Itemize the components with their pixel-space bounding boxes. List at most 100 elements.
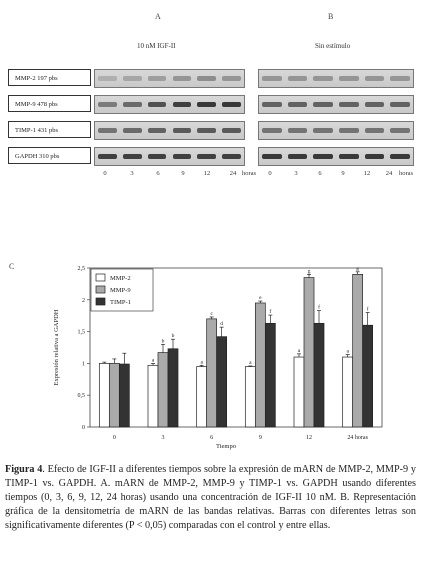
bar-chart: 0 0,5 1 1,5 2 2,5 Expresión relativa a GAPDH 0 a…: [53, 266, 383, 450]
lane-b-24: 24: [385, 170, 393, 177]
bar-mmp-2: [342, 356, 354, 428]
legend-label-mmp-2: MMP-2: [110, 275, 131, 282]
a-band-2-1: [122, 128, 142, 133]
caption-lead: Figura 4: [5, 464, 43, 475]
a-band-3-2: [147, 154, 167, 159]
y-tick-label: 1,5: [78, 330, 86, 336]
b-band-2-1: [287, 128, 308, 133]
b-band-2-0: [262, 128, 282, 133]
b-band-0-3: [339, 76, 359, 81]
x-axis-label: Tiempo: [216, 443, 236, 450]
a-band-1-1: [122, 102, 142, 107]
b-band-0-4: [364, 76, 385, 81]
a-band-2-5: [222, 128, 241, 133]
b-band-3-5: [390, 154, 410, 159]
b-band-1-2: [313, 102, 333, 107]
significance-letter: f: [367, 306, 369, 313]
b-band-2-4: [364, 128, 385, 133]
lane-a-9: 9: [181, 170, 185, 177]
a-band-0-5: [222, 76, 241, 81]
b-blot-row-2: [258, 121, 414, 140]
lane-a-unit: horas: [241, 170, 257, 177]
bar-mmp-2: [244, 366, 256, 428]
y-tick-label: 0,5: [78, 393, 86, 399]
bar-timp-1: [264, 322, 276, 428]
x-tick-label: 3: [162, 435, 165, 441]
bar-mmp-2: [98, 363, 110, 428]
legend-swatch-timp-1: [95, 297, 106, 306]
x-tick-label: 9: [259, 435, 262, 441]
a-band-2-4: [197, 128, 217, 133]
lane-a-12: 12: [203, 170, 211, 177]
bar-timp-1: [118, 363, 130, 428]
b-blot-row-0: [258, 69, 414, 88]
a-band-0-1: [122, 76, 142, 81]
gel-label-timp1: TIMP-1 431 pbs: [8, 121, 91, 138]
a-blot-row-0: [94, 69, 245, 88]
a-band-3-3: [172, 154, 192, 159]
a-band-2-2: [147, 128, 167, 133]
panel-letter-c: C: [9, 262, 15, 271]
gel-label-gapdh: GAPDH 310 pbs: [8, 147, 91, 164]
a-band-1-3: [172, 102, 192, 107]
bar-mmp-9: [206, 318, 218, 428]
significance-letter: d: [220, 321, 223, 327]
b-band-1-4: [364, 102, 385, 107]
figure-caption: Figura 4. Efecto de IGF-II a diferentes …: [5, 463, 416, 533]
significance-letter: g: [308, 268, 311, 274]
legend-label-timp-1: TIMP-1: [110, 299, 131, 306]
caption-body: . Efecto de IGF-II a diferentes tiempos …: [5, 464, 416, 531]
lane-b-3: 3: [294, 170, 298, 177]
y-axis-label: Expresión relativa a GAPDH: [53, 309, 60, 385]
a-band-1-0: [98, 102, 117, 107]
plot-frame: [89, 267, 383, 428]
b-blot-row-3: [258, 147, 414, 166]
a-band-0-2: [147, 76, 167, 81]
bar-mmp-2: [196, 366, 208, 428]
bar-mmp-9: [352, 274, 364, 428]
a-blot-row-3: [94, 147, 245, 166]
legend-swatch-mmp-9: [95, 285, 106, 294]
b-band-3-1: [287, 154, 308, 159]
bar-mmp-9: [157, 352, 169, 428]
b-blot-row-1: [258, 95, 414, 114]
lane-b-unit: horas: [398, 170, 414, 177]
a-band-1-2: [147, 102, 167, 107]
a-blot-row-1: [94, 95, 245, 114]
x-tick-label: 24 horas: [347, 435, 368, 441]
gel-label-mmp2: MMP-2 197 pbs: [8, 69, 91, 86]
a-band-2-3: [172, 128, 192, 133]
significance-letter: b: [162, 338, 165, 344]
lane-b-0: 0: [268, 170, 272, 177]
b-band-3-3: [339, 154, 359, 159]
legend-swatch-mmp-2: [95, 273, 106, 282]
a-blot-row-2: [94, 121, 245, 140]
b-band-0-2: [313, 76, 333, 81]
gel-label-mmp9: MMP-9 478 pbs: [8, 95, 91, 112]
a-band-0-0: [98, 76, 117, 81]
significance-letter: c: [210, 311, 213, 317]
condition-b-label: Sin estímulo: [315, 42, 351, 50]
b-band-2-5: [390, 128, 410, 133]
b-band-1-1: [287, 102, 308, 107]
y-tick-label: 2: [82, 298, 85, 304]
a-band-1-5: [222, 102, 241, 107]
y-tick-label: 2,5: [78, 266, 86, 272]
a-band-2-0: [98, 128, 117, 133]
y-tick-label: 0: [82, 425, 85, 431]
x-tick-label: 6: [210, 435, 213, 441]
lane-b-12: 12: [363, 170, 371, 177]
panel-letter-a: A: [155, 12, 161, 21]
a-band-0-4: [197, 76, 217, 81]
significance-letter: a: [200, 359, 203, 365]
b-band-2-3: [339, 128, 359, 133]
significance-letter: a: [152, 357, 155, 363]
bar-mmp-9: [303, 277, 315, 428]
significance-letter: g: [356, 266, 359, 272]
significance-letter: e: [259, 295, 262, 301]
a-band-3-5: [222, 154, 241, 159]
significance-letter: a: [298, 348, 301, 354]
b-band-3-0: [262, 154, 282, 159]
bar-timp-1: [362, 324, 374, 428]
b-band-0-1: [287, 76, 308, 81]
